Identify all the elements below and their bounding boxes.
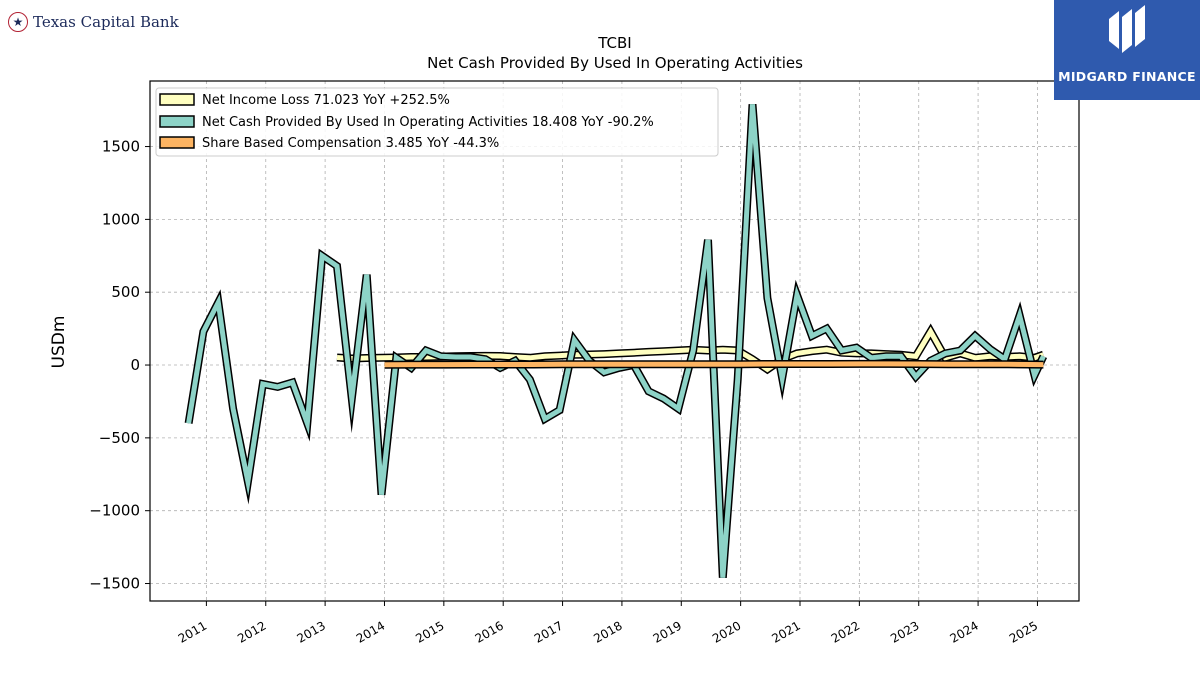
chart-subtitle: Net Cash Provided By Used In Operating A… (427, 54, 803, 72)
series-line-net-cash-operating (186, 104, 1046, 578)
legend-swatch-share-comp (159, 136, 195, 149)
legend-label-net-cash: Net Cash Provided By Used In Operating A… (202, 115, 654, 130)
y-tick-label: 0 (130, 356, 140, 374)
x-tick-label: 2012 (235, 618, 268, 645)
star-icon: ★ (8, 12, 28, 32)
x-tick-label: 2014 (354, 618, 387, 645)
y-tick-label: −500 (99, 429, 140, 447)
legend-swatch-net-cash (159, 115, 195, 128)
x-tick-label: 2023 (888, 618, 921, 645)
y-tick-label: 1500 (102, 138, 140, 156)
x-tick-label: 2022 (829, 618, 862, 645)
x-tick-label: 2021 (769, 618, 802, 645)
texas-capital-bank-name: Texas Capital Bank (33, 13, 179, 31)
midgard-finance-name: MIDGARD FINANCE (1058, 69, 1196, 84)
y-axis-label: USDm (49, 316, 69, 369)
x-tick-label: 2016 (473, 618, 506, 645)
x-tick-label: 2017 (532, 618, 565, 645)
x-tick-label: 2024 (947, 618, 980, 645)
midgard-finance-logo: MIDGARD FINANCE (1054, 0, 1200, 100)
legend-box (155, 87, 719, 157)
legend-swatch-net-income (159, 93, 195, 106)
chart-title: TCBI (597, 34, 631, 52)
x-tick-label: 2015 (413, 618, 446, 645)
x-tick-label: 2025 (1007, 618, 1040, 645)
midgard-emblem-icon (1109, 5, 1145, 53)
x-tick-label: 2011 (176, 618, 209, 645)
legend-label-net-income: Net Income Loss 71.023 YoY +252.5% (202, 93, 450, 108)
x-tick-label: 2018 (591, 618, 624, 645)
texas-capital-bank-logo: ★ Texas Capital Bank (8, 12, 179, 32)
x-tick-label: 2020 (710, 618, 743, 645)
x-tick-label: 2013 (295, 618, 328, 645)
y-tick-label: −1000 (89, 502, 140, 520)
x-tick-label: 2019 (651, 618, 684, 645)
legend: Net Income Loss 71.023 YoY +252.5% Net C… (155, 87, 719, 157)
series-layer (184, 103, 1048, 579)
y-tick-label: 1000 (102, 210, 140, 228)
plot-frame (149, 80, 1080, 602)
y-tick-label: −1500 (89, 575, 140, 593)
legend-label-share-comp: Share Based Compensation 3.485 YoY -44.3… (202, 136, 499, 151)
series-line-share-based-compensation (384, 361, 1044, 368)
y-tick-label: 500 (111, 283, 140, 301)
